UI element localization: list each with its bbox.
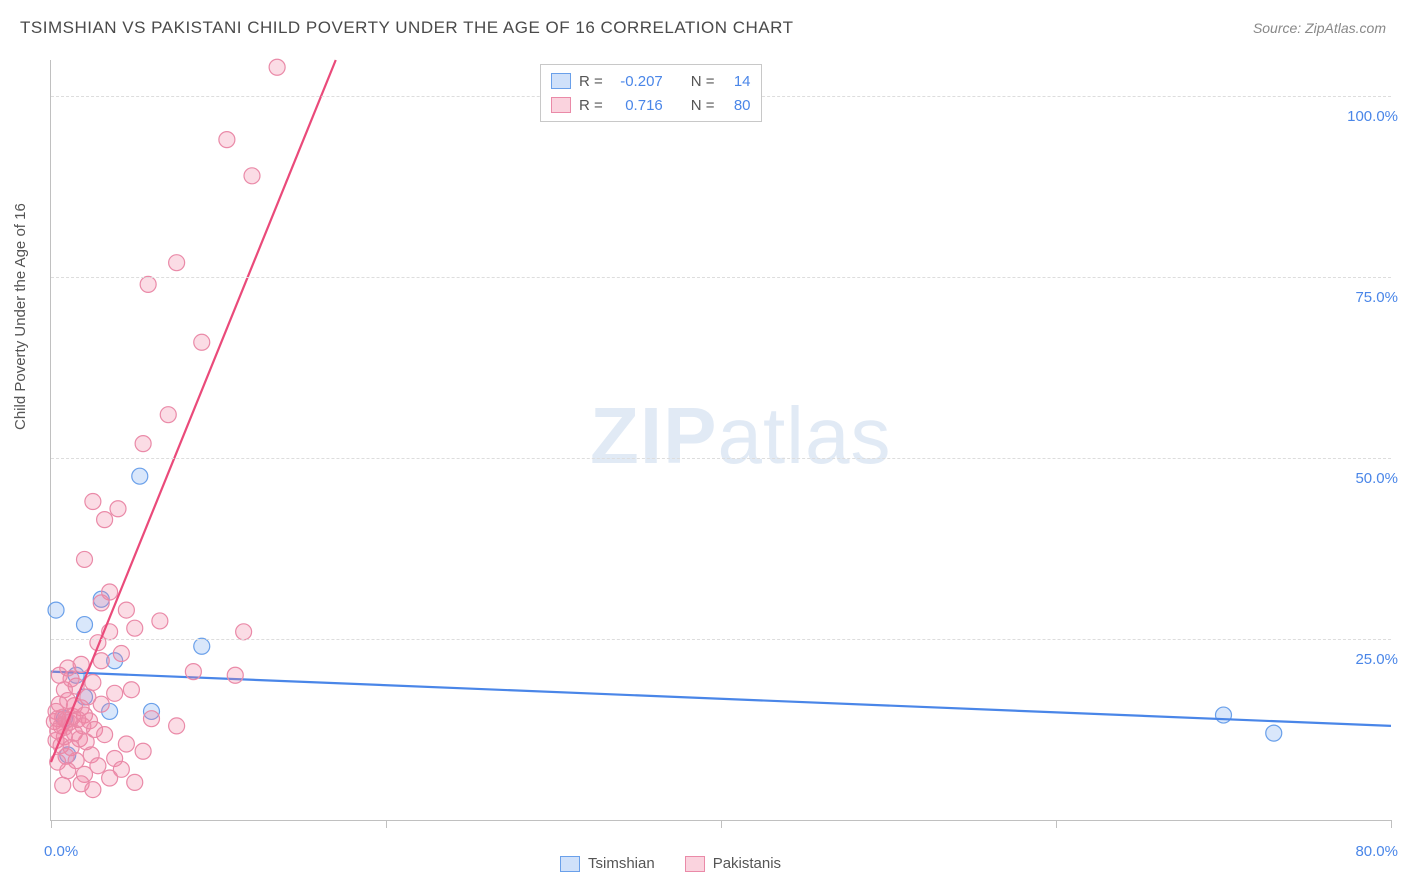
- data-point: [219, 132, 235, 148]
- r-label: R =: [579, 73, 603, 90]
- data-point: [135, 436, 151, 452]
- data-point: [107, 685, 123, 701]
- x-tick: [386, 820, 387, 828]
- data-point: [127, 774, 143, 790]
- chart-title: TSIMSHIAN VS PAKISTANI CHILD POVERTY UND…: [20, 18, 794, 38]
- data-point: [93, 696, 109, 712]
- data-point: [93, 653, 109, 669]
- data-point: [97, 727, 113, 743]
- data-point: [1216, 707, 1232, 723]
- data-point: [185, 664, 201, 680]
- x-axis-max-label: 80.0%: [1355, 843, 1398, 860]
- x-tick: [1056, 820, 1057, 828]
- data-point: [160, 407, 176, 423]
- gridline: [51, 639, 1391, 640]
- y-tick-label: 25.0%: [1355, 651, 1398, 668]
- data-point: [77, 617, 93, 633]
- n-label: N =: [691, 97, 715, 114]
- data-point: [48, 602, 64, 618]
- r-value: -0.207: [611, 73, 663, 90]
- data-point: [194, 638, 210, 654]
- data-point: [85, 494, 101, 510]
- gridline: [51, 277, 1391, 278]
- data-point: [236, 624, 252, 640]
- legend-label: Pakistanis: [713, 855, 781, 872]
- x-tick: [1391, 820, 1392, 828]
- source-attribution: Source: ZipAtlas.com: [1253, 20, 1386, 36]
- data-point: [77, 551, 93, 567]
- x-axis-min-label: 0.0%: [44, 843, 78, 860]
- r-label: R =: [579, 97, 603, 114]
- plot-area: [50, 60, 1391, 821]
- legend-item: Tsimshian: [560, 855, 655, 872]
- data-point: [127, 620, 143, 636]
- y-tick-label: 50.0%: [1355, 470, 1398, 487]
- regression-line: [51, 672, 1391, 726]
- legend-item: Pakistanis: [685, 855, 781, 872]
- data-point: [85, 674, 101, 690]
- data-point: [1266, 725, 1282, 741]
- y-tick-label: 75.0%: [1355, 289, 1398, 306]
- legend-swatch: [551, 97, 571, 113]
- n-value: 80: [723, 97, 751, 114]
- data-point: [132, 468, 148, 484]
- x-tick: [721, 820, 722, 828]
- data-point: [60, 763, 76, 779]
- legend-swatch: [551, 73, 571, 89]
- correlation-legend: R = -0.207 N = 14 R = 0.716 N = 80: [540, 64, 762, 122]
- legend-label: Tsimshian: [588, 855, 655, 872]
- data-point: [110, 501, 126, 517]
- data-point: [118, 736, 134, 752]
- data-point: [93, 595, 109, 611]
- n-label: N =: [691, 73, 715, 90]
- data-point: [227, 667, 243, 683]
- data-point: [55, 777, 71, 793]
- r-value: 0.716: [611, 97, 663, 114]
- data-point: [194, 334, 210, 350]
- legend-row: R = -0.207 N = 14: [551, 69, 751, 93]
- y-tick-label: 100.0%: [1347, 108, 1398, 125]
- gridline: [51, 458, 1391, 459]
- data-point: [152, 613, 168, 629]
- data-point: [123, 682, 139, 698]
- data-point: [244, 168, 260, 184]
- legend-swatch: [560, 856, 580, 872]
- chart-svg: [51, 60, 1391, 820]
- data-point: [135, 743, 151, 759]
- data-point: [169, 718, 185, 734]
- data-point: [144, 711, 160, 727]
- legend-swatch: [685, 856, 705, 872]
- data-point: [85, 782, 101, 798]
- data-point: [97, 512, 113, 528]
- data-point: [113, 646, 129, 662]
- x-tick: [51, 820, 52, 828]
- series-legend: Tsimshian Pakistanis: [560, 855, 781, 872]
- data-point: [140, 276, 156, 292]
- data-point: [269, 59, 285, 75]
- data-point: [118, 602, 134, 618]
- data-point: [169, 255, 185, 271]
- data-point: [102, 770, 118, 786]
- n-value: 14: [723, 73, 751, 90]
- y-axis-label: Child Poverty Under the Age of 16: [12, 203, 29, 430]
- data-point: [60, 660, 76, 676]
- legend-row: R = 0.716 N = 80: [551, 93, 751, 117]
- regression-line-extension: [286, 60, 336, 183]
